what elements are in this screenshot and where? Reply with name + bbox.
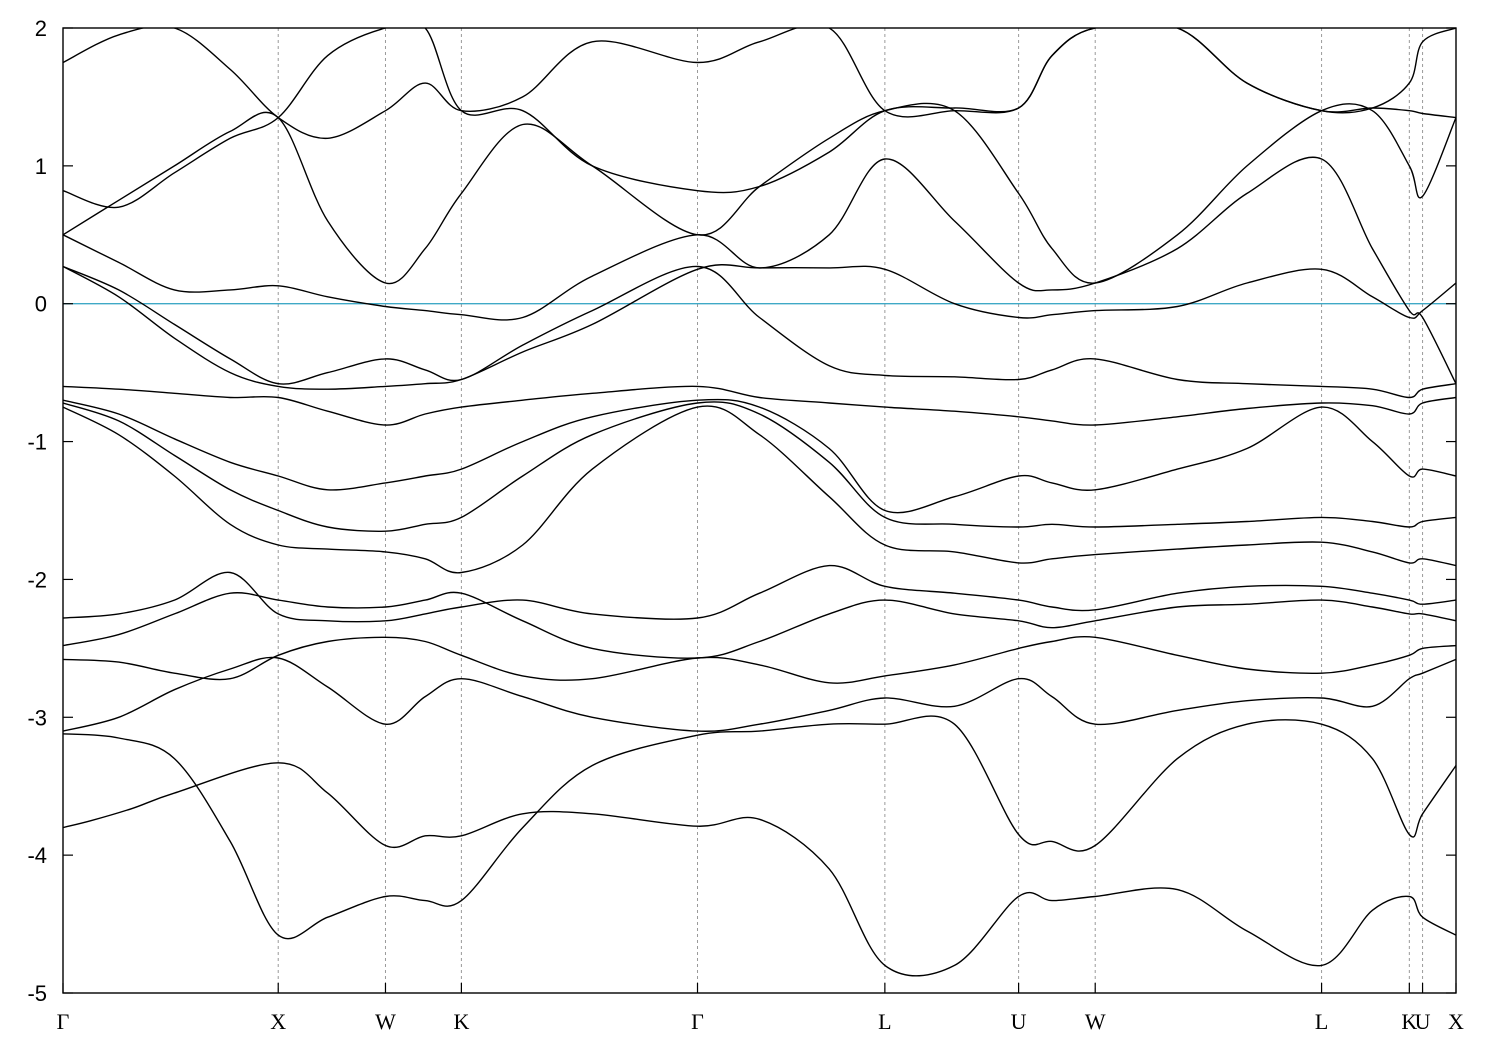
y-tick-label: -4 xyxy=(27,843,47,868)
kpoint-label: L xyxy=(878,1009,891,1034)
band-line xyxy=(63,762,1456,977)
kpoint-label: W xyxy=(1085,1009,1106,1034)
band-lines xyxy=(63,28,1456,977)
plot-frame xyxy=(62,27,1457,994)
kpoint-label: W xyxy=(375,1009,396,1034)
kpoint-label: K xyxy=(1401,1009,1417,1034)
y-tick-label: -5 xyxy=(27,981,47,1006)
y-axis-ticks: -5 -4 -3 -2 -1 0 1 2 xyxy=(27,16,1456,1006)
band-line xyxy=(63,591,1456,659)
band-line xyxy=(63,102,1456,285)
kpoint-label: L xyxy=(1315,1009,1328,1034)
kpoint-label: X xyxy=(270,1009,286,1034)
y-tick-label: -2 xyxy=(27,567,47,592)
kpoint-label: U xyxy=(1415,1009,1431,1034)
y-tick-label: 2 xyxy=(35,16,47,41)
kpoint-label: Γ xyxy=(57,1009,70,1034)
band-line xyxy=(63,28,1456,140)
band-line xyxy=(63,405,1456,574)
y-tick-label: -3 xyxy=(27,705,47,730)
y-tick-label: 0 xyxy=(35,292,47,317)
band-line xyxy=(63,264,1456,390)
band-line xyxy=(63,156,1456,385)
band-line xyxy=(63,564,1456,623)
y-tick-label: 1 xyxy=(35,154,47,179)
band-line xyxy=(63,656,1456,732)
kpoint-label: U xyxy=(1011,1009,1027,1034)
band-line xyxy=(63,715,1456,940)
band-line xyxy=(63,265,1456,399)
y-tick-label: -1 xyxy=(27,430,47,455)
band-line xyxy=(63,636,1456,684)
x-axis-kpoint-labels: Γ X W K Γ L U W L KU X xyxy=(57,983,1464,1034)
kpoint-label: X xyxy=(1448,1009,1464,1034)
band-line xyxy=(63,398,1456,514)
kpoint-label: K xyxy=(453,1009,469,1034)
kpoint-label: Γ xyxy=(691,1009,704,1034)
band-line xyxy=(63,401,1456,532)
band-line xyxy=(63,385,1456,426)
high-symmetry-gridlines xyxy=(277,28,1424,993)
